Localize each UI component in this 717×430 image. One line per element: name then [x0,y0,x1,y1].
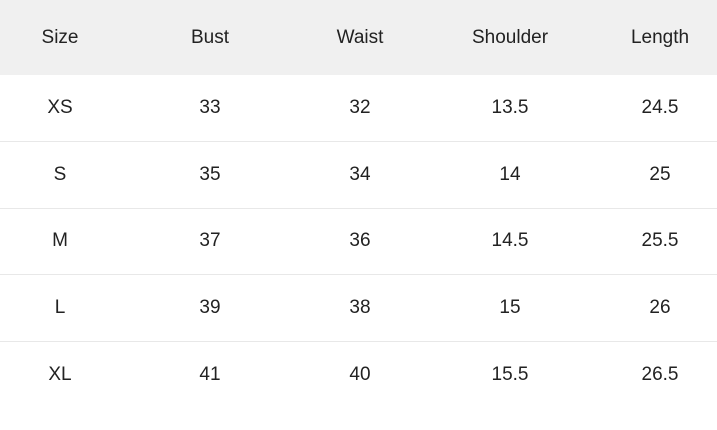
cell-shoulder: 14 [499,163,521,185]
cell-size: XL [48,363,72,385]
table-row: S 35 34 14 25 [0,142,717,208]
cell-length: 24.5 [641,97,679,118]
header-bust: Bust [190,26,230,48]
table-row: M 37 36 14.5 25.5 [0,208,717,275]
header-row: Size Bust Waist Shoulder Length [0,0,717,75]
cell-length: 26 [649,296,671,318]
cell-shoulder: 15.5 [491,363,529,385]
size-chart-table: Size Bust Waist Shoulder Length XS 33 32 13… [0,0,717,408]
header-waist: Waist [336,26,384,48]
cell-waist: 38 [349,296,371,318]
cell-waist: 32 [349,97,371,118]
cell-size: M [52,230,68,252]
cell-size: L [54,296,66,318]
cell-waist: 34 [349,163,371,185]
cell-waist: 40 [349,363,371,385]
header-length: Length [630,26,690,48]
header-shoulder: Shoulder [471,26,549,48]
cell-length: 25.5 [641,230,679,252]
table-row: L 39 38 15 26 [0,275,717,341]
cell-bust: 33 [199,97,221,118]
cell-length: 25 [649,163,671,185]
cell-bust: 39 [199,296,221,318]
cell-shoulder: 14.5 [491,230,529,252]
cell-size: S [53,163,67,185]
table-row: XS 33 32 13.5 24.5 [0,75,717,142]
cell-waist: 36 [349,230,371,252]
table-row: XL 41 40 15.5 26.5 [0,341,717,408]
cell-size: XS [47,97,73,118]
cell-length: 26.5 [641,363,679,385]
cell-shoulder: 13.5 [491,97,529,118]
cell-bust: 37 [199,230,221,252]
cell-bust: 35 [199,163,221,185]
cell-bust: 41 [199,363,221,385]
header-size: Size [41,26,79,48]
cell-shoulder: 15 [499,296,521,318]
